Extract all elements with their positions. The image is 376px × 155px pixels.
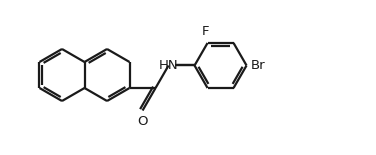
Text: O: O (137, 115, 148, 128)
Text: Br: Br (250, 59, 265, 72)
Text: F: F (202, 25, 209, 38)
Text: HN: HN (159, 59, 178, 72)
